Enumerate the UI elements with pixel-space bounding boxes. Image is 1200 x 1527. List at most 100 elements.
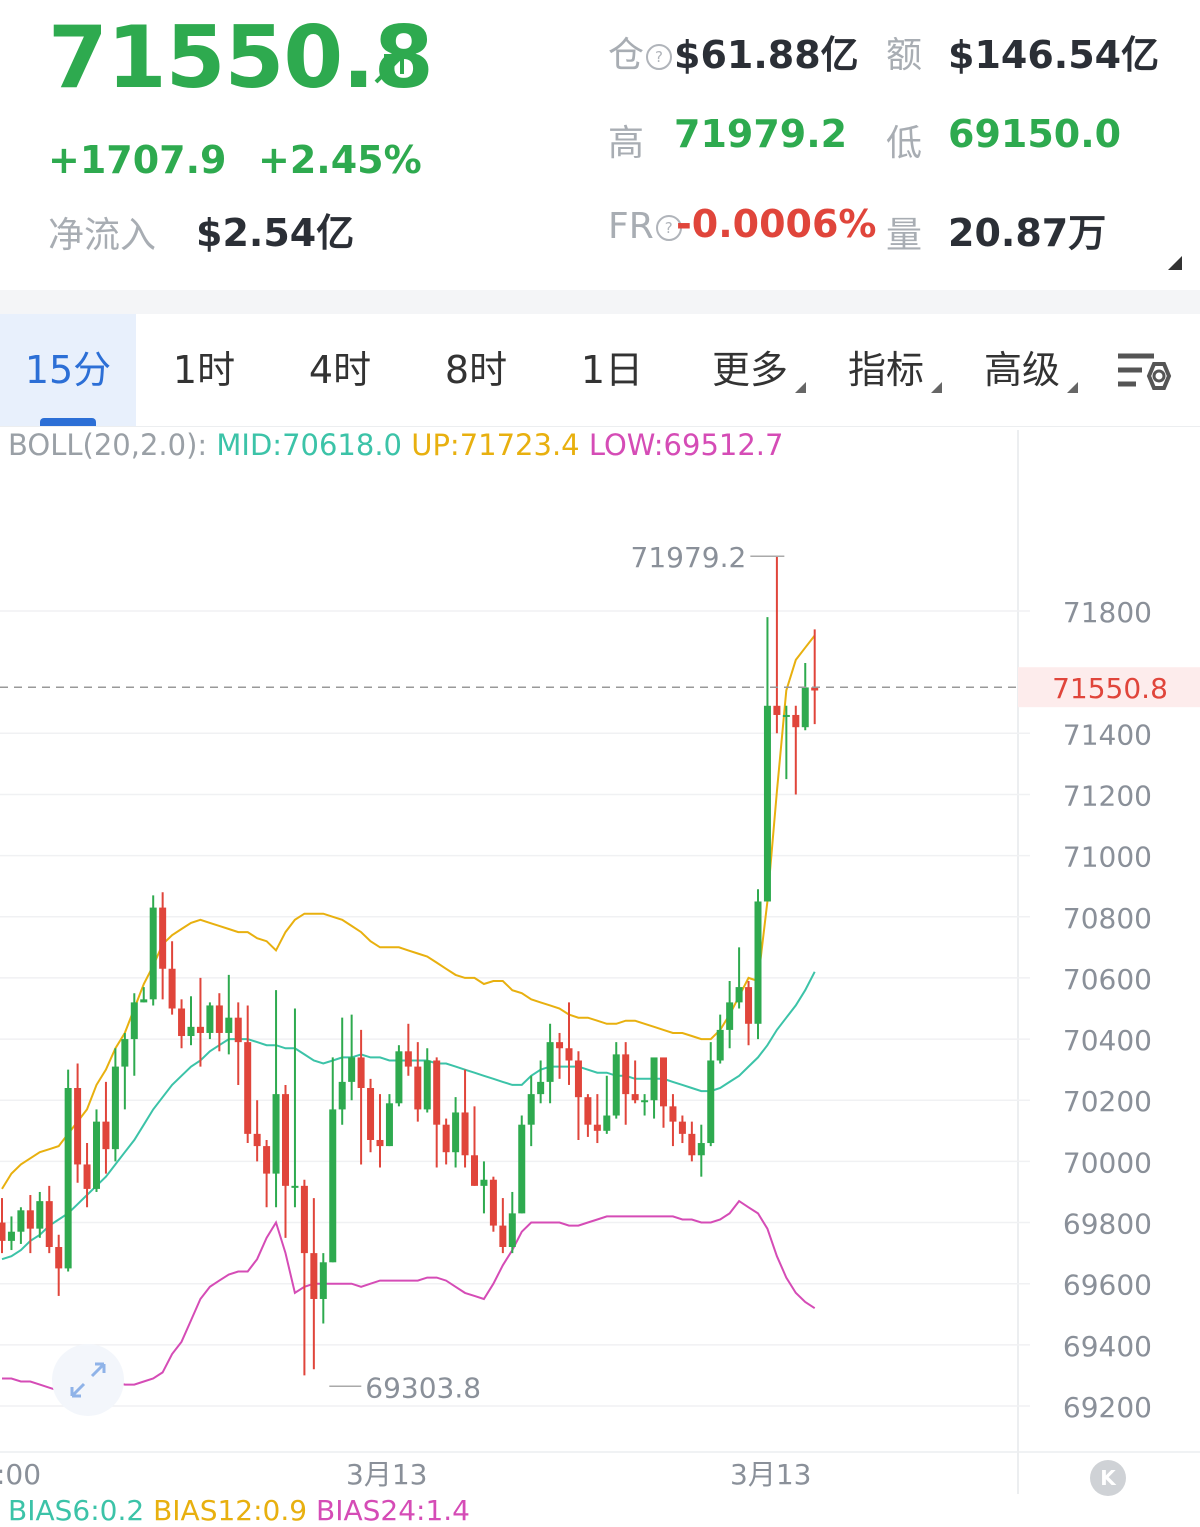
candle-body [395, 1051, 403, 1104]
last-price: 71550.8 [48, 8, 434, 108]
candle-body [716, 1029, 724, 1061]
indicators-caret-icon [931, 382, 942, 393]
x-tick-label: 3月13 [730, 1458, 811, 1491]
y-tick-label: 70200 [1063, 1085, 1152, 1118]
price-change-pct: +2.45% [258, 138, 422, 182]
candle-body [622, 1054, 630, 1095]
y-tick-label: 71400 [1063, 718, 1152, 751]
candle-body [291, 1185, 299, 1188]
tab-15m[interactable]: 15分 [0, 314, 136, 426]
candle-body [801, 687, 809, 728]
ticker-header: 71550.8 +1707.9 +2.45% 净流入 $2.54亿 仓? $61… [0, 0, 1200, 290]
candle-body [348, 1057, 356, 1082]
y-tick-label: 69400 [1063, 1330, 1152, 1363]
tab-advanced[interactable]: 高级 [983, 348, 1060, 392]
candle-body [726, 1002, 734, 1030]
last-price-tag [1018, 667, 1200, 708]
candle-body [527, 1094, 535, 1125]
y-tick-label: 71800 [1063, 596, 1152, 629]
y-tick-label: 70600 [1063, 963, 1152, 996]
candle-body [669, 1106, 677, 1122]
candle-body [93, 1121, 100, 1189]
candle-body [518, 1124, 526, 1214]
fullscreen-button[interactable] [52, 1344, 124, 1416]
bias6: BIAS6:0.2 [8, 1494, 145, 1527]
candle-body [121, 1039, 129, 1067]
candle-body [763, 705, 771, 902]
y-tick-label: 71000 [1063, 841, 1152, 874]
candle-body [792, 714, 800, 728]
candle-body [7, 1231, 15, 1241]
y-tick-label: 69600 [1063, 1269, 1152, 1302]
candle-body [565, 1048, 573, 1061]
candle-body [385, 1103, 393, 1147]
tab-indicators[interactable]: 指标 [847, 348, 924, 392]
candle-body [556, 1042, 564, 1049]
candle-body [130, 1002, 138, 1040]
candle-body [452, 1112, 460, 1153]
expand-triangle-icon[interactable] [1168, 256, 1182, 270]
low-value: 69150.0 [948, 112, 1122, 156]
candle-body [319, 1262, 327, 1299]
high-value: 71979.2 [674, 112, 848, 156]
tab-4h[interactable]: 4时 [308, 348, 372, 392]
low-label: 低 [886, 123, 923, 164]
candle-body [811, 687, 819, 691]
candle-body [196, 1026, 204, 1033]
volume-label: 量 [886, 215, 923, 256]
help-icon[interactable]: ? [646, 44, 673, 70]
candle-body [508, 1213, 516, 1247]
candle-body [83, 1164, 91, 1189]
candle-body [537, 1081, 545, 1095]
funding-rate-label[interactable]: FR? [608, 206, 682, 247]
candle-body [74, 1088, 82, 1165]
candle-body [45, 1201, 53, 1247]
candle-body [282, 1094, 289, 1186]
candle-body [574, 1060, 582, 1098]
candle-body [678, 1121, 686, 1134]
candle-body [357, 1057, 365, 1088]
candle-body [26, 1210, 34, 1229]
candle-body [688, 1133, 696, 1156]
boll-legend: BOLL(20,2.0): MID:70618.0 UP:71723.4 LOW… [8, 428, 783, 462]
tab-more[interactable]: 更多 [711, 348, 788, 392]
candle-body [140, 999, 148, 1003]
tab-8h[interactable]: 8时 [444, 348, 508, 392]
candle-body [0, 1222, 6, 1241]
price-chart[interactable]: 71800 71400 71200 71000 70800 70600 70400 70200… [0, 430, 1200, 1494]
chart-settings-icon[interactable] [1114, 348, 1174, 398]
candle-body [499, 1225, 507, 1247]
advanced-caret-icon [1067, 382, 1078, 393]
k-button[interactable]: K [1090, 1460, 1126, 1496]
expand-icon [70, 1362, 106, 1398]
open-interest-label[interactable]: 仓? [608, 26, 673, 78]
price-change: +1707.9 [48, 138, 227, 182]
x-tick-label: 3月13 [346, 1458, 427, 1491]
high-label: 高 [608, 123, 645, 164]
candle-body [102, 1121, 110, 1150]
candle-body [414, 1066, 422, 1110]
funding-rate-value: -0.0006% [676, 202, 877, 246]
y-tick-label: 69800 [1063, 1208, 1152, 1241]
tab-1d[interactable]: 1日 [580, 348, 644, 392]
candle-body [650, 1057, 658, 1101]
tab-1h[interactable]: 1时 [172, 348, 236, 392]
boll-mid: MID:70618.0 [216, 428, 402, 462]
y-tick-label: 69200 [1063, 1391, 1152, 1424]
candle-body [593, 1124, 601, 1131]
last-price-label: 71550.8 [1052, 672, 1168, 705]
candle-body [64, 1088, 72, 1269]
help-icon[interactable]: ? [655, 215, 682, 241]
candle-body [300, 1185, 308, 1254]
bias24: BIAS24:1.4 [315, 1494, 470, 1527]
divider [0, 290, 1200, 314]
candle-body [433, 1060, 441, 1125]
y-tick-label: 71200 [1063, 779, 1152, 812]
candle-body [272, 1094, 280, 1174]
y-tick-label: 70000 [1063, 1146, 1152, 1179]
boll-prefix: BOLL(20,2.0): [8, 428, 208, 462]
candle-body [310, 1253, 318, 1299]
candle-body [660, 1057, 667, 1107]
candle-body [168, 968, 176, 1009]
y-tick-label: 70800 [1063, 902, 1152, 935]
